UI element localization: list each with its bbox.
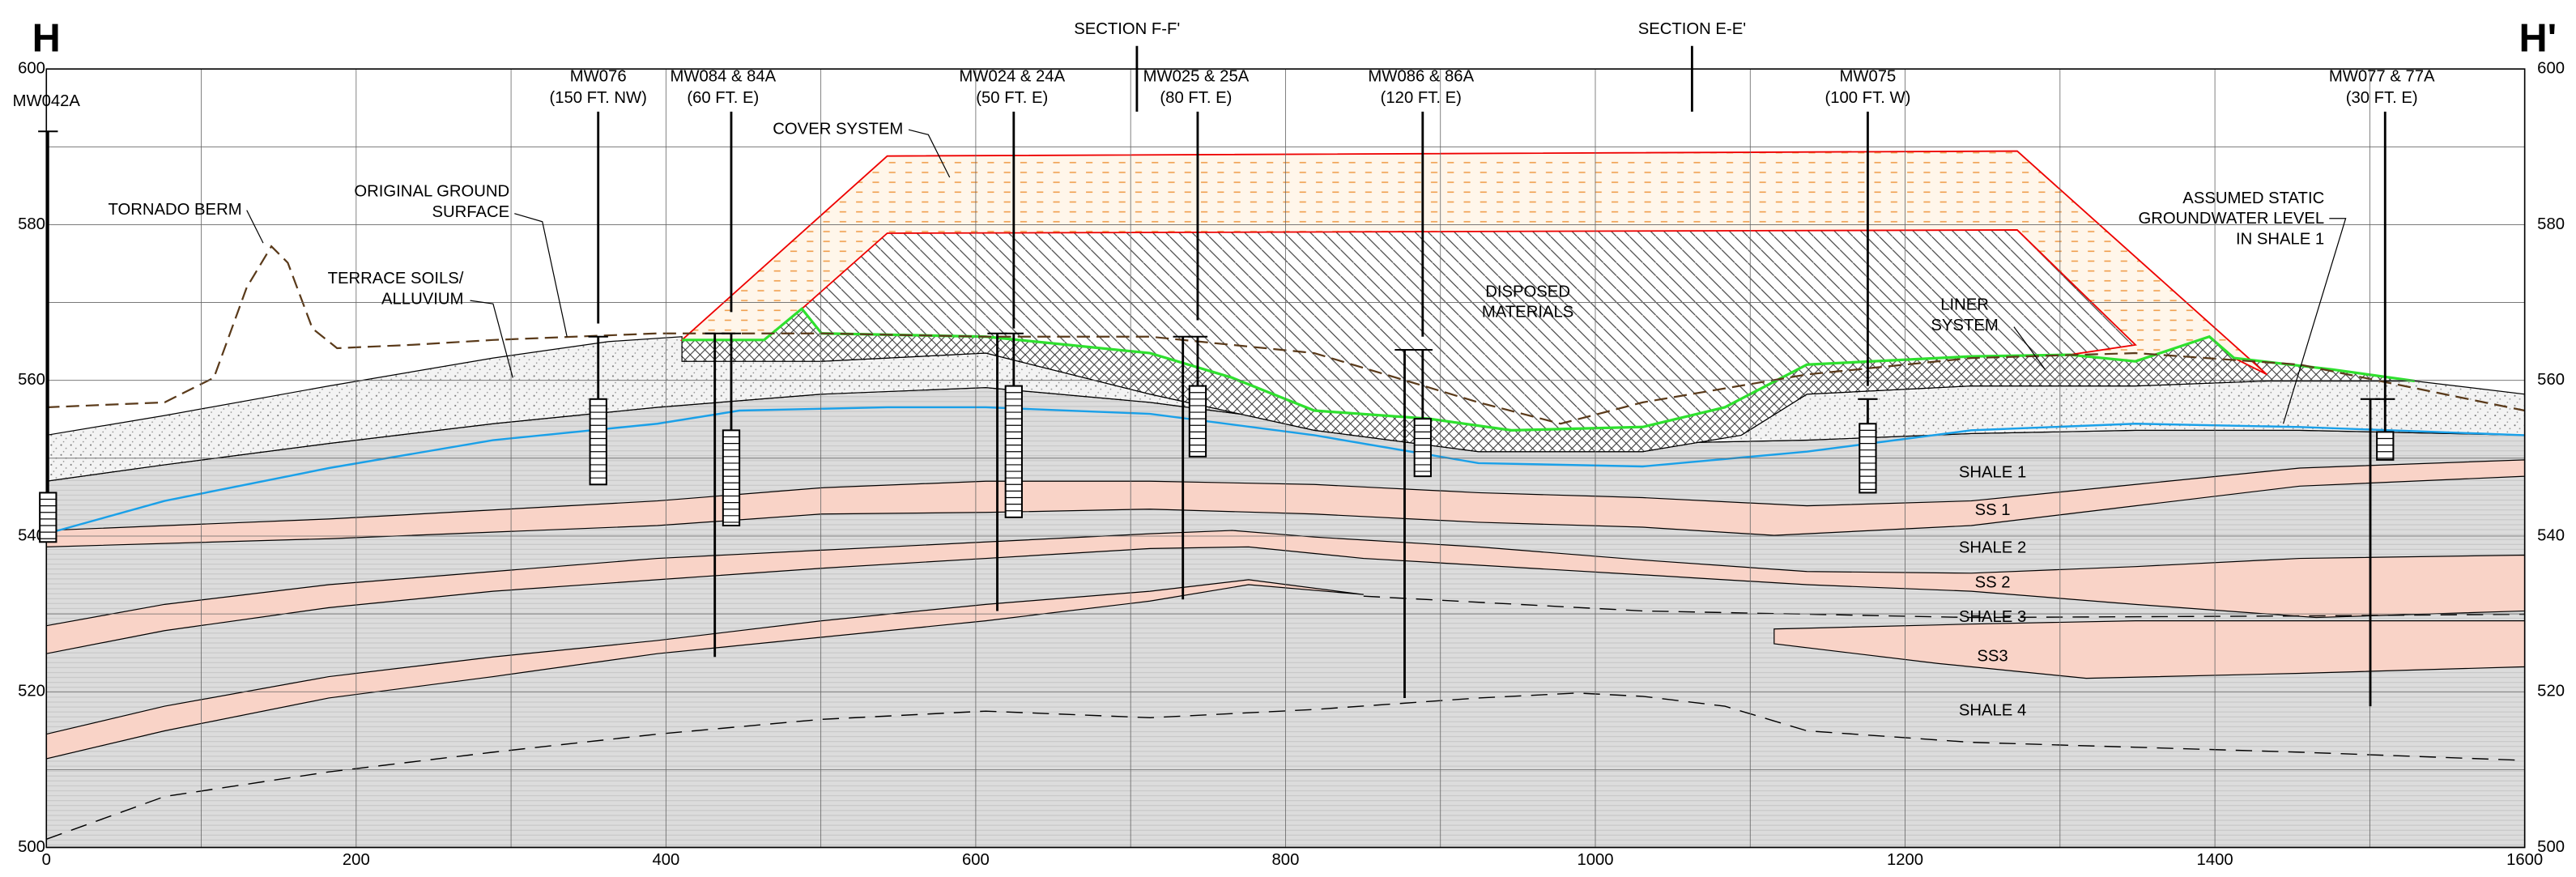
y-tick-label: 500 [18, 838, 45, 856]
section-label: SECTION E-E' [1638, 20, 1746, 38]
screen-box [1859, 423, 1877, 494]
y-tick-label: 580 [2537, 215, 2565, 233]
annotation: COVER SYSTEM [773, 121, 903, 138]
section-label: SECTION F-F' [1074, 20, 1180, 38]
y-tick-label: 580 [18, 215, 45, 233]
x-tick-label: 1400 [2197, 851, 2233, 869]
groundwater-level [45, 406, 2525, 535]
annotation: TERRACE SOILS/ [328, 270, 464, 287]
layer-label: SS 1 [1975, 501, 2011, 519]
layer-label: SS 2 [1975, 573, 2011, 591]
y-tick-label: 600 [2537, 60, 2565, 78]
annotation: IN SHALE 1 [2236, 230, 2324, 248]
layer-label: SS3 [1977, 648, 2008, 666]
annotation-leader [2282, 218, 2347, 424]
y-tick-label: 540 [2537, 526, 2565, 544]
well-offset: (150 FT. NW) [549, 89, 646, 107]
y-tick-label: 500 [2537, 838, 2565, 856]
screen-box [1188, 385, 1207, 458]
well-name: MW076 [570, 68, 627, 86]
well-offset: (120 FT. E) [1381, 89, 1462, 107]
x-tick-label: 600 [962, 851, 990, 869]
x-tick-label: 0 [42, 851, 51, 869]
well-name: MW042A [13, 92, 81, 110]
y-tick-label: 560 [18, 371, 45, 389]
annotation: DISPOSED [1485, 283, 1570, 300]
y-tick-label: 520 [18, 683, 45, 700]
x-tick-label: 1600 [2506, 851, 2543, 869]
x-tick-label: 800 [1272, 851, 1300, 869]
x-tick-label: 400 [652, 851, 679, 869]
well-screen [1004, 385, 1023, 518]
well-screen [1859, 423, 1877, 494]
y-tick-label: 600 [18, 60, 45, 78]
well-offset: (100 FT. W) [1824, 89, 1910, 107]
annotation-leader [514, 213, 568, 337]
contact-dashed [1363, 595, 2525, 619]
annotation: ASSUMED STATIC [2182, 189, 2324, 207]
annotation-leader [246, 210, 264, 244]
shale4-base [46, 692, 2525, 841]
well-name: MW025 & 25A [1143, 68, 1250, 86]
annotation-leader [2013, 326, 2046, 370]
well-offset: (30 FT. E) [2346, 89, 2418, 107]
x-tick-label: 200 [343, 851, 370, 869]
well-screen [2376, 431, 2395, 461]
frame [45, 68, 2526, 849]
layer-label: SHALE 4 [1959, 702, 2026, 720]
screen-box [2376, 431, 2395, 461]
well-screen [589, 398, 607, 486]
annotation: GROUNDWATER LEVEL [2139, 210, 2325, 228]
annotation: TORNADO BERM [108, 201, 241, 219]
well-offset: (60 FT. E) [687, 89, 759, 107]
annotation: ALLUVIUM [381, 290, 463, 308]
well-screen [722, 429, 741, 527]
screen-box [39, 492, 57, 543]
screen-box [722, 429, 741, 527]
well-name: MW086 & 86A [1368, 68, 1474, 86]
x-tick-label: 1000 [1577, 851, 1613, 869]
screen-box [1413, 418, 1432, 478]
well-name: MW075 [1840, 68, 1897, 86]
well-screen [1188, 385, 1207, 458]
y-tick-label: 520 [2537, 683, 2565, 700]
annotation: SURFACE [432, 203, 509, 221]
annotation-leader [470, 300, 513, 378]
annotation: ORIGINAL GROUND [354, 183, 509, 201]
well-screen [39, 492, 57, 543]
y-tick-label: 560 [2537, 371, 2565, 389]
x-tick-label: 1200 [1887, 851, 1923, 869]
well-name: MW077 & 77A [2329, 68, 2435, 86]
annotation: SYSTEM [1931, 317, 1998, 334]
sandstone-band [1773, 620, 2526, 679]
annotation: MATERIALS [1482, 304, 1573, 321]
top-of-liner [682, 306, 2415, 432]
screen-box [589, 398, 607, 486]
layer-label: SHALE 3 [1959, 608, 2026, 626]
well-name: MW024 & 24A [959, 68, 1065, 86]
corner-label: H [32, 17, 61, 61]
well-offset: (80 FT. E) [1160, 89, 1232, 107]
tornado-berm [46, 245, 2525, 425]
y-tick-label: 540 [18, 526, 45, 544]
layer-label: SHALE 1 [1959, 463, 2026, 481]
corner-label: H' [2519, 17, 2557, 61]
well-name: MW084 & 84A [671, 68, 777, 86]
annotation-leader [908, 129, 951, 178]
layer-label: SHALE 2 [1959, 539, 2026, 557]
well-screen [1413, 418, 1432, 478]
annotation: LINER [1940, 296, 1989, 314]
well-offset: (50 FT. E) [976, 89, 1048, 107]
